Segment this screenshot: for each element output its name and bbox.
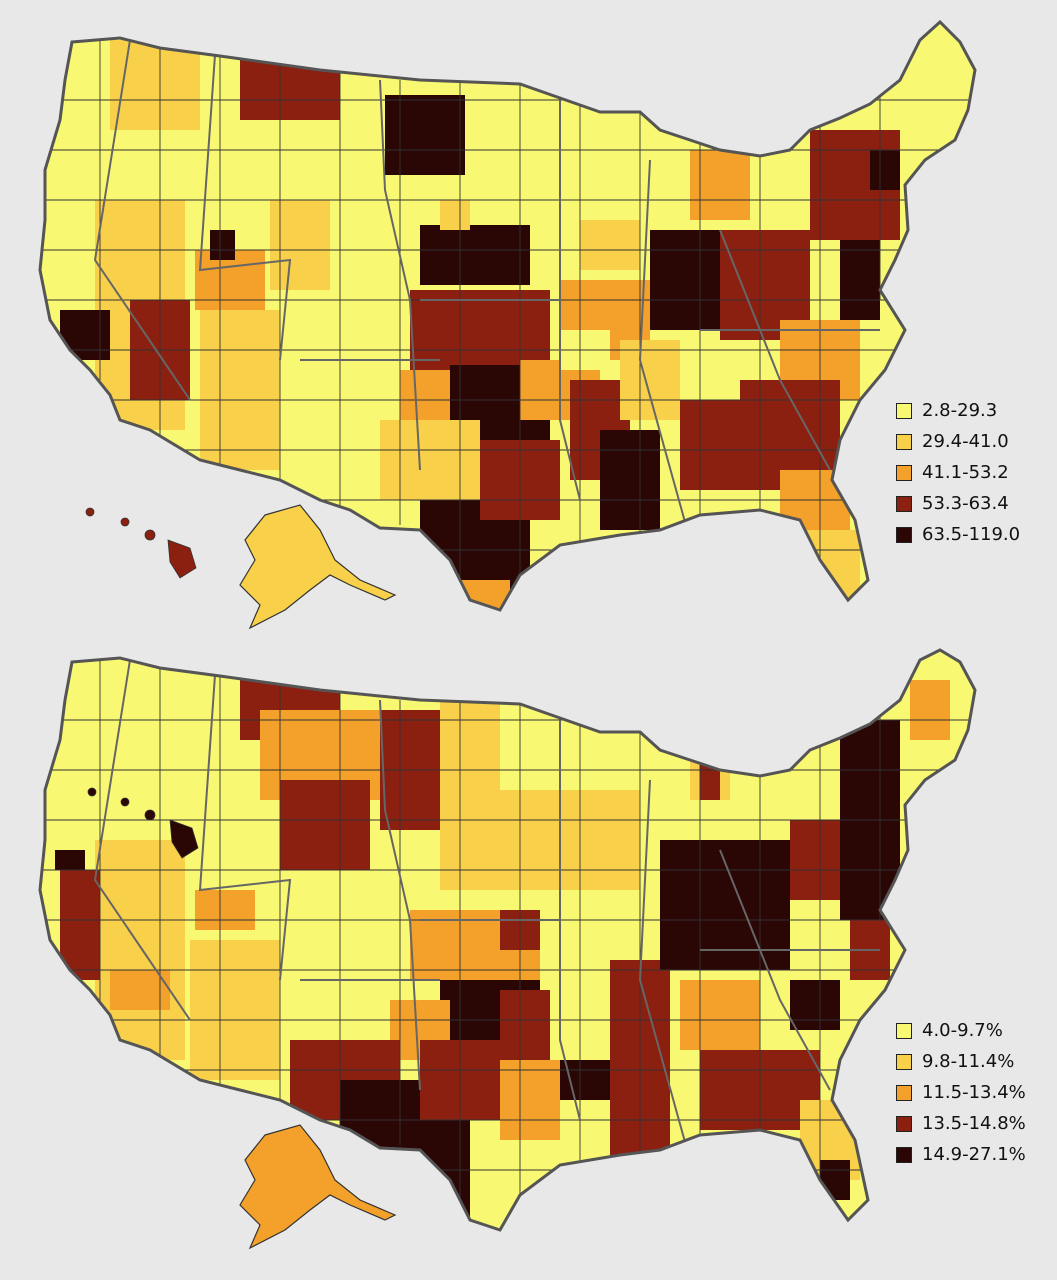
- state-boundaries-bottom: [93, 659, 880, 1161]
- legend-swatch: [896, 464, 912, 481]
- legend-label: 29.4-41.0: [922, 431, 1009, 452]
- us-choropleth-map-top: [38, 19, 977, 630]
- legend-swatch: [896, 495, 912, 512]
- legend-item: 63.5-119.0: [896, 519, 1020, 550]
- legend-label: 13.5-14.8%: [922, 1113, 1026, 1134]
- legend-label: 14.9-27.1%: [922, 1144, 1026, 1165]
- map-panel-bottom: 4.0-9.7% 9.8-11.4% 11.5-13.4% 13.5-14.8%…: [0, 640, 1057, 1280]
- legend-label: 63.5-119.0: [922, 524, 1021, 545]
- legend-item: 4.0-9.7%: [896, 1015, 1026, 1046]
- legend-item: 14.9-27.1%: [896, 1139, 1026, 1170]
- legend-label: 9.8-11.4%: [922, 1051, 1015, 1072]
- us-outline-top: [38, 19, 977, 612]
- legend-swatch: [896, 433, 912, 450]
- legend-label: 11.5-13.4%: [922, 1082, 1026, 1103]
- hawaii-region: [85, 507, 197, 579]
- legend-label: 4.0-9.7%: [922, 1020, 1003, 1041]
- legend-swatch: [896, 1146, 912, 1163]
- legend-swatch: [896, 1053, 912, 1070]
- legend-item: 9.8-11.4%: [896, 1046, 1026, 1077]
- legend-swatch: [896, 402, 912, 419]
- legend-label: 53.3-63.4: [922, 493, 1009, 514]
- us-choropleth-map-bottom: [38, 648, 977, 1250]
- legend-item: 29.4-41.0: [896, 426, 1020, 457]
- legend-item: 13.5-14.8%: [896, 1108, 1026, 1139]
- us-outline-bottom: [38, 648, 977, 1232]
- legend-label: 41.1-53.2: [922, 462, 1009, 483]
- legend-swatch: [896, 1084, 912, 1101]
- hawaii-region: [87, 787, 199, 859]
- state-boundaries-top: [93, 39, 880, 541]
- legend-item: 2.8-29.3: [896, 395, 1020, 426]
- legend-item: 53.3-63.4: [896, 488, 1020, 519]
- map-panel-top: 2.8-29.3 29.4-41.0 41.1-53.2 53.3-63.4 6…: [38, 19, 1020, 630]
- legend-item: 41.1-53.2: [896, 457, 1020, 488]
- legend-label: 2.8-29.3: [922, 400, 998, 421]
- legend-item: 11.5-13.4%: [896, 1077, 1026, 1108]
- legend-top: 2.8-29.3 29.4-41.0 41.1-53.2 53.3-63.4 6…: [896, 395, 1020, 550]
- alaska-region: [239, 504, 397, 630]
- alaska-region: [239, 1124, 397, 1250]
- legend-swatch: [896, 1022, 912, 1039]
- legend-swatch: [896, 1115, 912, 1132]
- legend-bottom: 4.0-9.7% 9.8-11.4% 11.5-13.4% 13.5-14.8%…: [896, 1015, 1026, 1170]
- legend-swatch: [896, 526, 912, 543]
